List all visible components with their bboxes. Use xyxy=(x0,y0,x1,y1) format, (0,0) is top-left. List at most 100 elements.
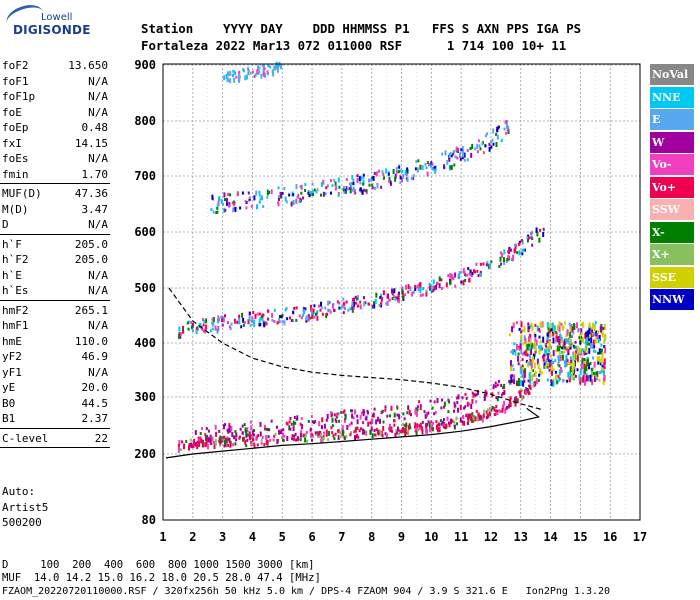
echo-point xyxy=(243,423,246,427)
param-value: 22 xyxy=(94,431,108,445)
echo-point xyxy=(345,300,348,304)
echo-point xyxy=(394,432,397,438)
echo-point xyxy=(504,408,507,414)
echo-point xyxy=(494,384,497,388)
echo-point xyxy=(581,357,584,364)
echo-point xyxy=(545,344,548,348)
echo-point xyxy=(352,298,354,302)
echo-point xyxy=(254,73,257,77)
echo-point xyxy=(509,396,512,402)
echo-point xyxy=(272,71,275,77)
echo-point xyxy=(295,198,298,204)
echo-point xyxy=(457,407,460,413)
echo-point xyxy=(182,325,184,329)
echo-point xyxy=(426,411,428,417)
echo-point xyxy=(492,406,495,410)
echo-point xyxy=(585,344,588,348)
echo-point xyxy=(550,380,553,387)
echo-point xyxy=(200,438,203,444)
echo-point xyxy=(534,323,537,327)
echo-point xyxy=(218,196,221,201)
echo-point xyxy=(462,280,465,286)
echo-point xyxy=(372,301,375,305)
param-value: N/A xyxy=(88,74,108,88)
echo-point xyxy=(418,400,421,404)
param-value: N/A xyxy=(88,319,108,332)
echo-point xyxy=(543,360,546,364)
echo-point xyxy=(510,257,513,261)
echo-point xyxy=(324,192,327,196)
echo-point xyxy=(588,322,591,329)
legend-item-x: X+ xyxy=(650,244,694,265)
echo-point xyxy=(389,414,391,418)
echo-point xyxy=(207,444,209,450)
echo-point xyxy=(358,429,361,433)
echo-point xyxy=(204,433,207,437)
echo-point xyxy=(241,312,244,318)
echo-point xyxy=(430,285,433,289)
param-value: 13.650 xyxy=(68,59,108,72)
echo-point xyxy=(256,69,259,75)
echo-point xyxy=(568,375,570,379)
echo-point xyxy=(415,430,418,436)
legend-item-e: E xyxy=(650,109,694,130)
echo-point xyxy=(356,426,359,430)
param-name: yF2 xyxy=(2,350,22,363)
echo-point xyxy=(461,396,464,400)
echo-point xyxy=(343,191,346,194)
echo-point xyxy=(493,408,496,412)
echo-point xyxy=(419,407,422,411)
echo-point xyxy=(225,438,228,444)
param-row: yE 20.0 xyxy=(0,380,110,396)
echo-point xyxy=(574,340,577,344)
echo-point xyxy=(188,443,191,449)
echo-point xyxy=(489,263,491,267)
echo-point xyxy=(603,338,606,345)
echo-point xyxy=(191,325,193,329)
echo-point xyxy=(525,359,528,363)
echo-point xyxy=(448,400,451,404)
echo-point xyxy=(362,411,365,417)
echo-point xyxy=(309,428,312,432)
echo-point xyxy=(179,333,182,339)
echo-point xyxy=(544,365,547,369)
echo-point xyxy=(419,294,422,297)
echo-point xyxy=(421,293,424,297)
echo-point xyxy=(308,194,311,198)
echo-point xyxy=(401,289,404,295)
echo-point xyxy=(535,227,538,233)
echo-point xyxy=(292,420,295,426)
echo-point xyxy=(380,431,383,437)
echo-point xyxy=(352,186,355,190)
echo-point xyxy=(234,72,237,76)
echo-point xyxy=(205,427,208,431)
echo-point xyxy=(362,428,364,432)
echo-point xyxy=(244,200,247,204)
echo-point xyxy=(531,375,534,382)
echo-point xyxy=(583,358,586,361)
echo-point xyxy=(528,372,531,379)
echo-point xyxy=(268,190,271,194)
echo-point xyxy=(549,346,552,350)
echo-point xyxy=(521,329,524,333)
echo-point xyxy=(351,304,354,310)
echo-point xyxy=(362,173,365,177)
echo-point xyxy=(460,148,463,152)
echo-point xyxy=(279,315,282,318)
echo-point xyxy=(338,301,341,305)
echo-point xyxy=(580,332,583,336)
echo-point xyxy=(258,193,261,197)
echo-point xyxy=(382,290,385,296)
echo-point xyxy=(490,140,492,144)
echo-point xyxy=(273,320,276,323)
echo-point xyxy=(585,331,588,338)
echo-point xyxy=(296,415,299,421)
echo-point xyxy=(260,441,263,445)
echo-point xyxy=(329,179,332,183)
echo-point xyxy=(499,410,502,413)
echo-point xyxy=(581,336,584,343)
echo-point xyxy=(583,351,586,355)
echo-point xyxy=(547,327,550,331)
echo-point xyxy=(569,331,572,338)
echo-point xyxy=(477,389,479,395)
